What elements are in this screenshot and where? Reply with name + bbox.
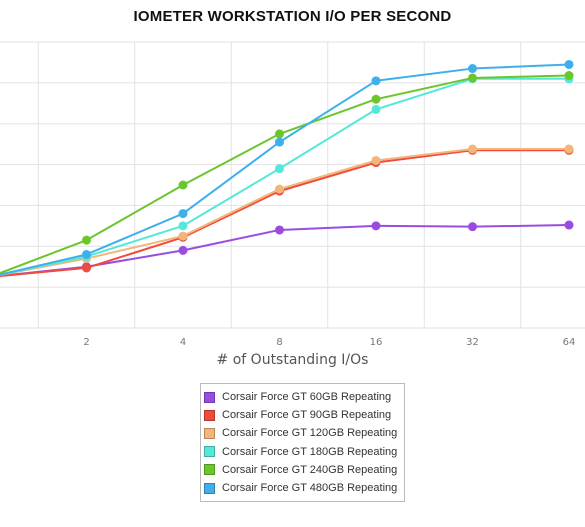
x-tick-label: 32 — [466, 337, 479, 345]
legend-label: Corsair Force GT 90GB Repeating — [222, 409, 392, 422]
legend-label: Corsair Force GT 240GB Repeating — [222, 463, 398, 476]
x-tick-labels: 2 4 8 16 32 64 — [83, 337, 575, 345]
data-point — [371, 76, 381, 86]
legend-label: Corsair Force GT 120GB Repeating — [222, 427, 398, 440]
series-layer — [0, 59, 574, 278]
series-6 — [0, 59, 574, 276]
data-point — [275, 225, 284, 235]
x-tick-label: 64 — [563, 337, 576, 345]
data-point — [468, 222, 477, 232]
legend-item: Corsair Force GT 90GB Repeating — [201, 406, 404, 424]
x-tick-label: 2 — [83, 337, 89, 345]
legend-swatch — [204, 482, 215, 494]
data-point — [275, 164, 284, 174]
legend-item: Corsair Force GT 60GB Repeating — [201, 388, 404, 406]
data-point — [468, 64, 477, 74]
legend-label: Corsair Force GT 180GB Repeating — [222, 445, 398, 458]
data-point — [178, 221, 188, 231]
chart-title: IOMETER WORKSTATION I/O PER SECOND — [133, 8, 452, 25]
data-point — [178, 245, 188, 255]
data-point — [564, 59, 574, 69]
data-point — [275, 137, 284, 147]
legend-item: Corsair Force GT 480GB Repeating — [201, 479, 404, 497]
x-tick-label: 8 — [276, 337, 282, 345]
data-point — [468, 73, 477, 83]
legend-item: Corsair Force GT 120GB Repeating — [201, 424, 404, 442]
series-5 — [0, 71, 574, 275]
data-point — [82, 249, 91, 259]
data-point — [178, 231, 188, 241]
legend-item: Corsair Force GT 180GB Repeating — [201, 443, 404, 461]
legend-swatch — [204, 427, 215, 439]
legend: Corsair Force GT 60GB Repeating Corsair F… — [200, 383, 405, 503]
series-line — [0, 77, 569, 276]
data-point — [82, 263, 91, 273]
legend-item: Corsair Force GT 240GB Repeating — [201, 461, 404, 479]
legend-label: Corsair Force GT 60GB Repeating — [222, 391, 392, 404]
data-point — [178, 209, 188, 219]
x-tick-label: 4 — [180, 337, 186, 345]
data-point — [564, 220, 574, 230]
data-point — [468, 144, 477, 154]
data-point — [564, 71, 574, 81]
legend-label: Corsair Force GT 480GB Repeating — [222, 482, 398, 495]
data-point — [82, 235, 91, 245]
data-point — [371, 104, 381, 114]
line-chart: 2 4 8 16 32 64 — [0, 41, 585, 345]
data-point — [564, 144, 574, 154]
x-axis-label: # of Outstanding I/Os — [216, 352, 369, 368]
data-point — [371, 221, 381, 231]
data-point — [371, 155, 381, 165]
data-point — [275, 129, 284, 139]
data-point — [178, 180, 188, 190]
data-point — [371, 94, 381, 104]
x-tick-label: 16 — [370, 337, 383, 345]
data-point — [275, 184, 284, 194]
legend-swatch — [204, 409, 215, 421]
grid-lines — [0, 41, 585, 329]
legend-swatch — [204, 464, 215, 476]
legend-swatch — [204, 446, 215, 458]
legend-swatch — [204, 391, 215, 403]
series-line — [0, 63, 570, 276]
